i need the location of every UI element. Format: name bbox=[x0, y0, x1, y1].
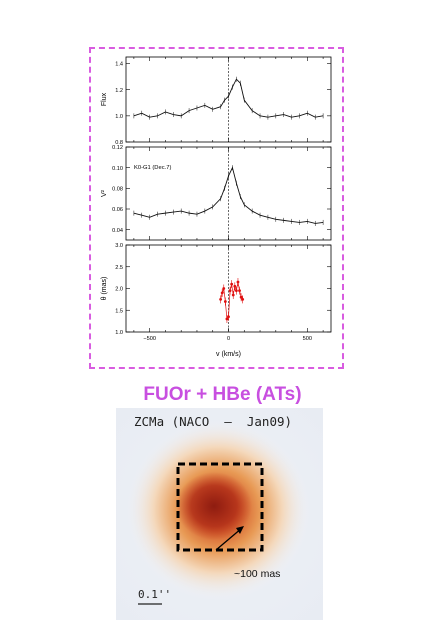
y-tick-label: 1.4 bbox=[115, 62, 123, 68]
theta-point bbox=[223, 300, 227, 303]
panel-1-ylabel: Flux bbox=[101, 92, 108, 106]
size-label: ~100 mas bbox=[234, 568, 281, 580]
source-core bbox=[176, 472, 252, 540]
theta-point bbox=[219, 297, 223, 301]
scale-label: 0.1'' bbox=[138, 588, 172, 601]
naco-image bbox=[116, 408, 323, 620]
theta-point bbox=[233, 284, 237, 288]
theta-point bbox=[228, 289, 232, 293]
panel-1-series-line bbox=[133, 78, 324, 118]
theta-point bbox=[230, 282, 234, 286]
theta-point bbox=[222, 287, 226, 290]
size-arrowhead bbox=[236, 526, 244, 534]
caption: FUOr + HBe (ATs) bbox=[143, 384, 302, 405]
y-tick-label: 0.10 bbox=[112, 166, 123, 172]
chart-frame bbox=[89, 47, 344, 369]
y-tick-label: 1.0 bbox=[115, 114, 123, 120]
theta-point bbox=[225, 317, 229, 321]
theta-point bbox=[241, 297, 245, 301]
y-tick-label: 2.5 bbox=[115, 265, 123, 271]
panel-3-ylabel: θ (mas) bbox=[101, 277, 108, 301]
y-tick-label: 1.2 bbox=[115, 88, 123, 94]
panel-2-series-line bbox=[133, 166, 324, 224]
y-tick-label: 1.5 bbox=[115, 308, 123, 314]
theta-point bbox=[239, 295, 243, 299]
theta-point bbox=[234, 289, 238, 293]
theta-point bbox=[220, 291, 224, 295]
zoom-box bbox=[176, 462, 264, 552]
y-tick-label: 0.8 bbox=[115, 140, 123, 146]
spectro-interferometry-plots: 0.8 1.0 1.2 1.4 Flux 0.04 0.06 0.08 0.10 0.12 V² K0… bbox=[101, 56, 332, 358]
baseline-annotation: K0-G1 (Dec.7) bbox=[134, 165, 171, 171]
panel-2-ylabel: V² bbox=[101, 189, 108, 197]
x-tick-label: 500 bbox=[303, 336, 312, 342]
size-arrow bbox=[215, 527, 243, 551]
naco-image-panel: ZCMa (NACO – Jan09) ~100 mas 0.1'' bbox=[116, 408, 323, 620]
image-title: ZCMa (NACO – Jan09) bbox=[134, 414, 293, 429]
panel-3-xlabel: v (km/s) bbox=[216, 351, 241, 358]
y-tick-label: 1.0 bbox=[115, 330, 123, 336]
theta-point bbox=[227, 315, 230, 319]
x-tick-label: −500 bbox=[143, 336, 156, 342]
y-tick-label: 0.12 bbox=[112, 145, 123, 151]
y-tick-label: 0.06 bbox=[112, 207, 123, 213]
theta-point bbox=[231, 293, 235, 297]
x-tick-label: 0 bbox=[227, 336, 230, 342]
y-tick-label: 0.08 bbox=[112, 187, 123, 193]
theta-point bbox=[236, 280, 240, 284]
y-tick-label: 2.0 bbox=[115, 287, 123, 293]
theta-point bbox=[238, 289, 241, 293]
y-tick-label: 3.0 bbox=[115, 243, 123, 249]
y-tick-label: 0.04 bbox=[112, 228, 123, 234]
